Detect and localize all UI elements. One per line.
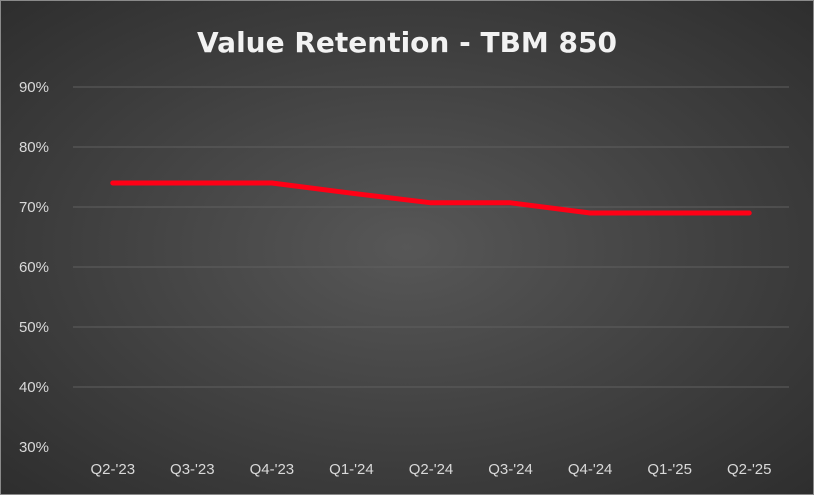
- y-tick-label: 60%: [19, 259, 49, 276]
- y-tick-label: 40%: [19, 379, 49, 396]
- series-line: [110, 180, 752, 216]
- y-tick-label: 70%: [19, 199, 49, 216]
- x-tick-label: Q3-'23: [170, 461, 215, 478]
- x-tick-label: Q3-'24: [488, 461, 533, 478]
- y-tick-label: 30%: [19, 439, 49, 456]
- x-tick-label: Q4-'23: [250, 461, 295, 478]
- x-tick-label: Q1-'25: [647, 461, 692, 478]
- chart-title: Value Retention - TBM 850: [197, 26, 617, 59]
- x-tick-label: Q2-'23: [90, 461, 135, 478]
- x-tick-label: Q2-'25: [727, 461, 772, 478]
- x-tick-label: Q1-'24: [329, 461, 374, 478]
- y-tick-label: 50%: [19, 319, 49, 336]
- x-tick-label: Q2-'24: [409, 461, 454, 478]
- y-tick-label: 80%: [19, 139, 49, 156]
- y-tick-label: 90%: [19, 79, 49, 96]
- x-tick-label: Q4-'24: [568, 461, 613, 478]
